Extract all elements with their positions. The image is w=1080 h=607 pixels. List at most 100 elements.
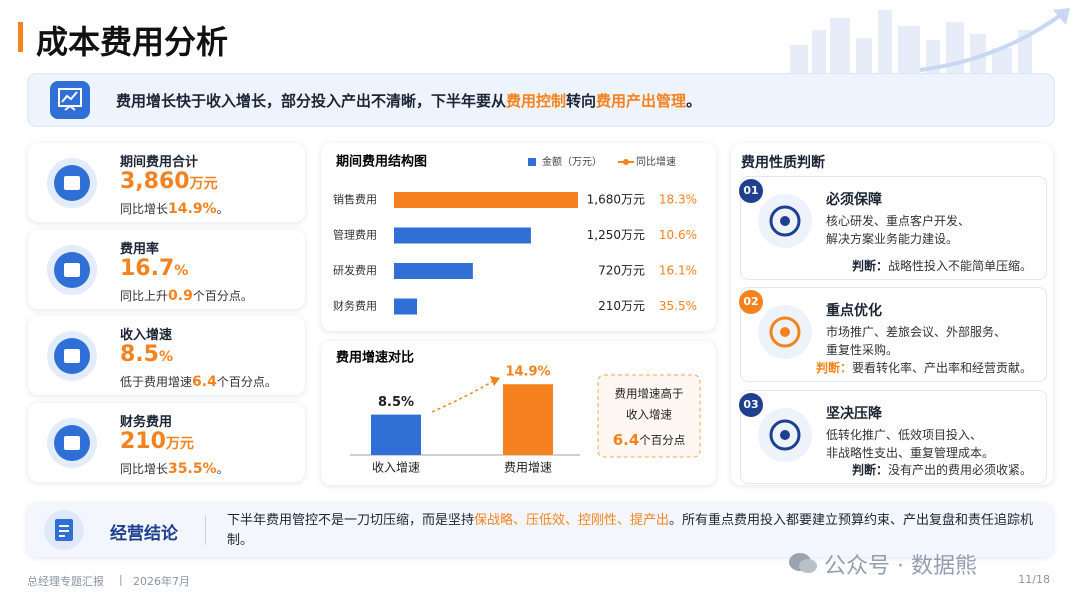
item-icon [758, 194, 812, 248]
kpi-note: 同比增长 [120, 202, 169, 216]
kpi-value-line: 8.5% [120, 342, 173, 367]
kpi-note: 同比上升 [120, 288, 169, 303]
callout-box [597, 374, 701, 458]
y-tick-label: 研发费用 [333, 263, 377, 277]
bar [371, 414, 421, 455]
bar [503, 384, 553, 455]
conclusion: 经营结论 下半年费用管控不是一刀切压缩，而是坚持保战略、压低效、控刚性、提产出。… [27, 503, 1053, 557]
y-tick-label: 管理费用 [333, 228, 377, 242]
kpi-label: 费用率 [120, 241, 160, 257]
legend-marker [528, 158, 536, 166]
callout-text: 收入增速 [626, 408, 672, 422]
callout-text: 费用增速高于 [615, 387, 684, 401]
text: 。 [686, 92, 702, 110]
judgement-item: 02 重点优化 市场推广、差旅会议、外部服务、 重复性采购。 判断：要看转化率、产出率和… [739, 287, 1047, 382]
verdict-label: 判断： [815, 361, 852, 375]
judgement-item: 01 必须保障 核心研发、重点客户开发、 解决方案业务能力建设。 判断：战略性投入不能简… [739, 176, 1047, 280]
item-icon [758, 305, 812, 359]
kpi-card: 财务费用 210万元 同比增长35.5%。 [28, 402, 305, 482]
legend-label: 金额（万元） [542, 155, 602, 168]
growth-label: 35.5% [659, 299, 697, 313]
kpi-note: 同比增长 [120, 461, 169, 476]
kpi-card: 期间费用合计 3,860万元 同比增长14.9%。 [28, 143, 305, 222]
verdict: 战略性投入不能简单压缩。 [887, 259, 1032, 273]
judgement-title: 费用性质判断 [741, 155, 825, 171]
growth-label: 10.6% [659, 228, 697, 242]
icon-ring [769, 316, 801, 348]
value-label: 1,250万元 [587, 228, 645, 242]
kpi-icon [47, 331, 97, 381]
conclusion-label: 经营结论 [110, 524, 178, 544]
kpi-note-value: 6.4 [192, 374, 217, 390]
conclusion-text: 下半年费用管控不是一刀切压缩，而是坚持保战略、压低效、控刚性、提产出。所有重点费… [227, 511, 1047, 551]
verdict-label: 判断： [851, 463, 888, 477]
item-description: 重复性采购。 [826, 343, 899, 357]
y-tick-label: 销售费用 [333, 192, 377, 206]
item-verdict-line: 判断：战略性投入不能简单压缩。 [852, 257, 1032, 274]
conclusion-icon [44, 510, 84, 550]
kpi-note-value: 0.9 [168, 287, 193, 304]
skyline-decoration [790, 8, 1070, 75]
kpi-unit: % [174, 262, 189, 279]
footer-separator: | [119, 573, 123, 586]
emphasis-text: 费用控制 [506, 92, 567, 110]
item-title: 必须保障 [826, 192, 882, 208]
kpi-icon [47, 417, 97, 468]
kpi-icon [47, 244, 97, 295]
icon-dot [780, 216, 790, 226]
text: 。所有重点费用投入都要建立预算约束、产出复盘和责任追踪机制。 [227, 513, 1034, 548]
item-number: 02 [739, 290, 763, 314]
text: 费用增长快于收入增长，部分投入产出不清晰，下半年要从 [116, 92, 507, 110]
emphasis-text: 费用产出管理 [596, 92, 687, 110]
icon-dot [780, 327, 790, 337]
value-label: 720万元 [598, 264, 645, 278]
item-verdict-line: 判断：没有产出的费用必须收紧。 [852, 461, 1032, 478]
text: 下半年费用管控不是一刀切压缩，而是坚持 [227, 513, 475, 528]
kpi-note-suffix: 个百分点。 [216, 375, 277, 389]
value-label: 1,680万元 [587, 193, 645, 207]
callout-value: 6.4个百分点 [613, 431, 686, 449]
footer-left: 总经理专题汇报 [27, 575, 104, 588]
kpi-unit: 万元 [189, 176, 218, 192]
bar [394, 227, 531, 244]
callout-suffix: 个百分点 [639, 433, 685, 447]
judgement-item: 03 坚决压降 低转化推广、低效项目投入、 非战略性支出、重复管理成本。 判断：没有产出… [739, 390, 1047, 484]
bar [394, 263, 473, 279]
page-number: 11/18 [1018, 573, 1050, 586]
kpi-value-line: 3,860万元 [120, 169, 218, 194]
icon-ring [769, 205, 801, 237]
kpi-value: 16.7 [120, 255, 175, 281]
kpi-label: 财务费用 [120, 414, 173, 430]
item-number: 01 [739, 179, 763, 203]
banner: 费用增长快于收入增长，部分投入产出不清晰，下半年要从费用控制转向费用产出管理。 [27, 73, 1055, 127]
item-verdict-line: 判断：要看转化率、产出率和经营贡献。 [816, 359, 1032, 376]
item-title: 重点优化 [826, 303, 882, 319]
icon-glyph [64, 262, 80, 277]
callout-number: 6.4 [613, 431, 640, 449]
watermark-icon [789, 553, 817, 573]
value-label: 14.9% [505, 365, 550, 380]
growth-label: 18.3% [659, 193, 697, 207]
icon-ring [769, 419, 801, 451]
kpi-value: 8.5 [120, 342, 159, 367]
kpi-note-suffix: 。 [216, 461, 229, 476]
kpi-note-suffix: 。 [216, 202, 229, 216]
bar [394, 298, 417, 315]
growth-label: 16.1% [659, 264, 697, 278]
banner-text: 费用增长快于收入增长，部分投入产出不清晰，下半年要从费用控制转向费用产出管理。 [116, 90, 701, 111]
emphasis-text: 保战略、压低效、控刚性、提产出 [474, 513, 670, 528]
kpi-value-line: 210万元 [120, 429, 194, 454]
icon-glyph [64, 176, 80, 190]
kpi-value: 3,860 [120, 169, 190, 194]
trend-arrow [431, 379, 496, 413]
y-tick-label: 财务费用 [333, 299, 377, 313]
bar [394, 192, 578, 208]
item-number: 03 [739, 393, 763, 417]
kpi-unit: % [158, 349, 174, 365]
item-description: 核心研发、重点客户开发、 [826, 214, 971, 228]
kpi-card: 收入增速 8.5% 低于费用增速6.4个百分点。 [28, 316, 305, 395]
kpi-note-value: 14.9% [168, 201, 217, 217]
text: 转向 [566, 92, 597, 110]
